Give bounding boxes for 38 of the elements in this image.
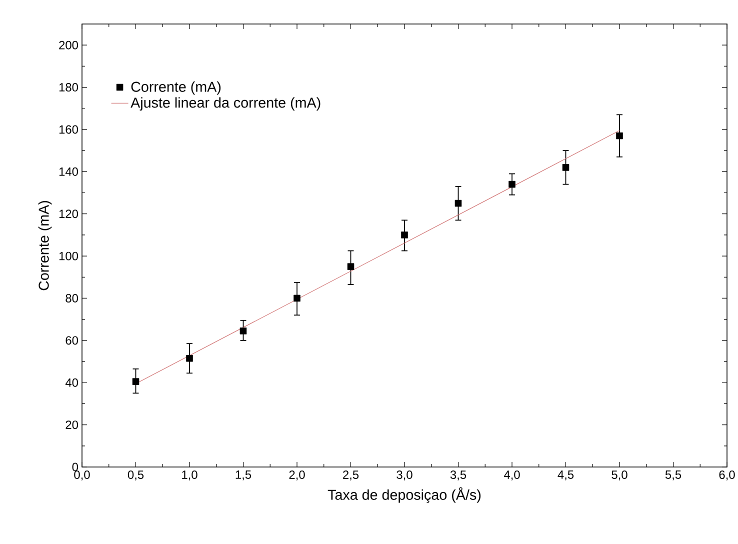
point: [294, 294, 300, 302]
y-tick-label: 80: [66, 294, 78, 302]
y-tick-label: 40: [65, 378, 78, 387]
x-tick-label: 4,5: [558, 470, 574, 480]
legend-label: Ajuste linear da corrente (mA): [130, 97, 320, 111]
x-axis-title: Taxa de deposiçao (Å/s): [328, 487, 481, 503]
x-tick-label: 6,0: [719, 470, 735, 480]
y-tick-label: 60: [66, 336, 78, 345]
x-tick-label: 1,5: [236, 470, 252, 480]
x-tick-label: 3,0: [396, 470, 412, 480]
y-tick-label: 180: [59, 83, 78, 92]
y-tick-label: 200: [59, 40, 78, 50]
x-tick-label: 4,0: [504, 470, 520, 480]
point: [401, 232, 408, 238]
point: [186, 354, 193, 362]
legend-label: Corrente (mA): [131, 81, 221, 95]
point: [347, 263, 354, 270]
x-tick-label: 5,5: [665, 470, 682, 480]
x-tick-label: 0,5: [128, 470, 144, 480]
y-tick-label: 120: [59, 210, 78, 218]
point: [132, 378, 140, 385]
y-tick-label: 0: [72, 462, 78, 472]
y-tick-label: 20: [66, 420, 78, 430]
y-axis-title: Corrente (mA): [38, 200, 52, 290]
x-tick-label: 2,5: [343, 470, 359, 480]
point: [454, 200, 462, 207]
point: [508, 180, 516, 188]
y-tick-label: 160: [59, 125, 78, 134]
x-tick-label: 2,0: [289, 470, 305, 480]
x-tick-label: 1,0: [182, 470, 198, 480]
x-tick-label: 3,5: [450, 470, 466, 480]
x-tick-label: 5,0: [612, 470, 628, 480]
y-tick-label: 100: [59, 252, 78, 260]
x-tick-label: 0,0: [74, 470, 90, 480]
y-tick-label: 140: [59, 167, 78, 176]
point: [240, 328, 247, 334]
point: [562, 164, 570, 171]
point: [616, 132, 623, 140]
